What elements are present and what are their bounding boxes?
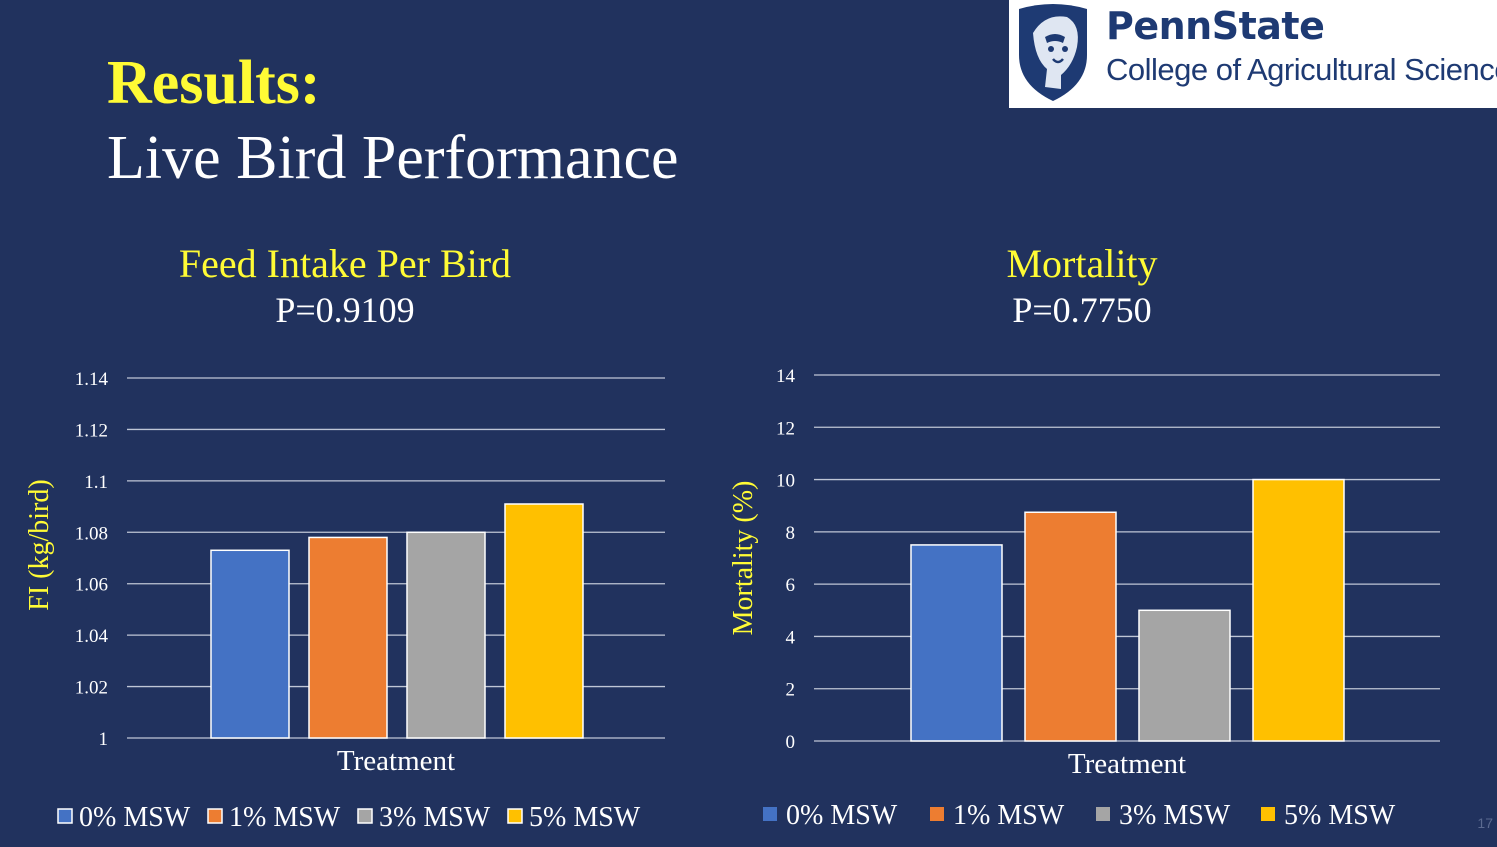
chart2-ytick-label: 14 bbox=[776, 366, 796, 387]
logo-college: College of Agricultural Sciences bbox=[1106, 52, 1497, 87]
chart2-legend-label: 5% MSW bbox=[1284, 800, 1396, 831]
chart2-ytick-label: 4 bbox=[786, 627, 796, 648]
chart2-ytick-label: 0 bbox=[786, 732, 796, 753]
chart1-bar bbox=[308, 536, 388, 739]
chart2-ytick-label: 10 bbox=[776, 471, 795, 492]
slide-number: 17 bbox=[1477, 815, 1493, 831]
chart1-legend-label: 3% MSW bbox=[379, 802, 491, 833]
chart2-legend-swatch bbox=[1096, 807, 1110, 821]
chart1-bar bbox=[406, 531, 486, 739]
chart1-bar bbox=[210, 549, 290, 739]
chart1-pvalue: P=0.9109 bbox=[275, 290, 415, 330]
chart2-legend-label: 1% MSW bbox=[953, 800, 1065, 831]
chart2-title: Mortality bbox=[1006, 241, 1158, 286]
chart1-ytick-label: 1 bbox=[99, 729, 109, 750]
chart2-legend-swatch bbox=[1261, 807, 1275, 821]
chart2-legend-swatch bbox=[763, 807, 777, 821]
chart1-ytick-label: 1.08 bbox=[75, 523, 108, 544]
chart1-legend-swatch bbox=[207, 808, 223, 824]
chart2-legend-label: 0% MSW bbox=[786, 800, 898, 831]
logo-name: PennState bbox=[1106, 4, 1325, 48]
chart2-bar bbox=[1252, 478, 1345, 742]
chart1-ytick-label: 1.12 bbox=[75, 420, 108, 441]
chart1-legend-label: 1% MSW bbox=[229, 802, 341, 833]
chart2-ytick-label: 6 bbox=[786, 575, 796, 596]
chart1-ytick-label: 1.06 bbox=[75, 575, 108, 596]
chart2-xaxis-title: Treatment bbox=[1068, 748, 1186, 780]
chart1-xaxis-title: Treatment bbox=[337, 745, 455, 777]
slide-title: Results: bbox=[107, 49, 321, 117]
chart2-pvalue: P=0.7750 bbox=[1012, 290, 1152, 330]
chart1-legend-label: 0% MSW bbox=[79, 802, 191, 833]
chart1-legend-swatch bbox=[507, 808, 523, 824]
chart1-legend-label: 5% MSW bbox=[529, 802, 641, 833]
chart2-ytick-label: 8 bbox=[786, 523, 796, 544]
chart2-bar bbox=[1138, 609, 1231, 742]
chart2-ytick-label: 2 bbox=[786, 680, 796, 701]
chart1-legend-swatch bbox=[357, 808, 373, 824]
chart2-legend-swatch bbox=[930, 807, 944, 821]
chart2-ytick-label: 12 bbox=[776, 418, 795, 439]
chart1-ytick-label: 1.02 bbox=[75, 678, 108, 699]
chart1-yaxis-title: FI (kg/bird) bbox=[24, 479, 55, 610]
chart1-bar bbox=[504, 503, 584, 739]
slide-subtitle: Live Bird Performance bbox=[107, 124, 679, 192]
chart2-bar bbox=[910, 544, 1003, 742]
chart2-bar bbox=[1024, 511, 1117, 742]
chart2-legend-label: 3% MSW bbox=[1119, 800, 1231, 831]
logo-panel bbox=[1009, 0, 1497, 108]
chart1-legend-swatch bbox=[57, 808, 73, 824]
chart1-ytick-label: 1.04 bbox=[75, 626, 109, 647]
chart2-yaxis-title: Mortality (%) bbox=[728, 481, 759, 636]
chart1-ytick-label: 1.1 bbox=[84, 472, 108, 493]
chart1-title: Feed Intake Per Bird bbox=[178, 241, 512, 286]
chart1-ytick-label: 1.14 bbox=[75, 369, 109, 390]
nittany-lion-shield-icon bbox=[1019, 4, 1087, 101]
